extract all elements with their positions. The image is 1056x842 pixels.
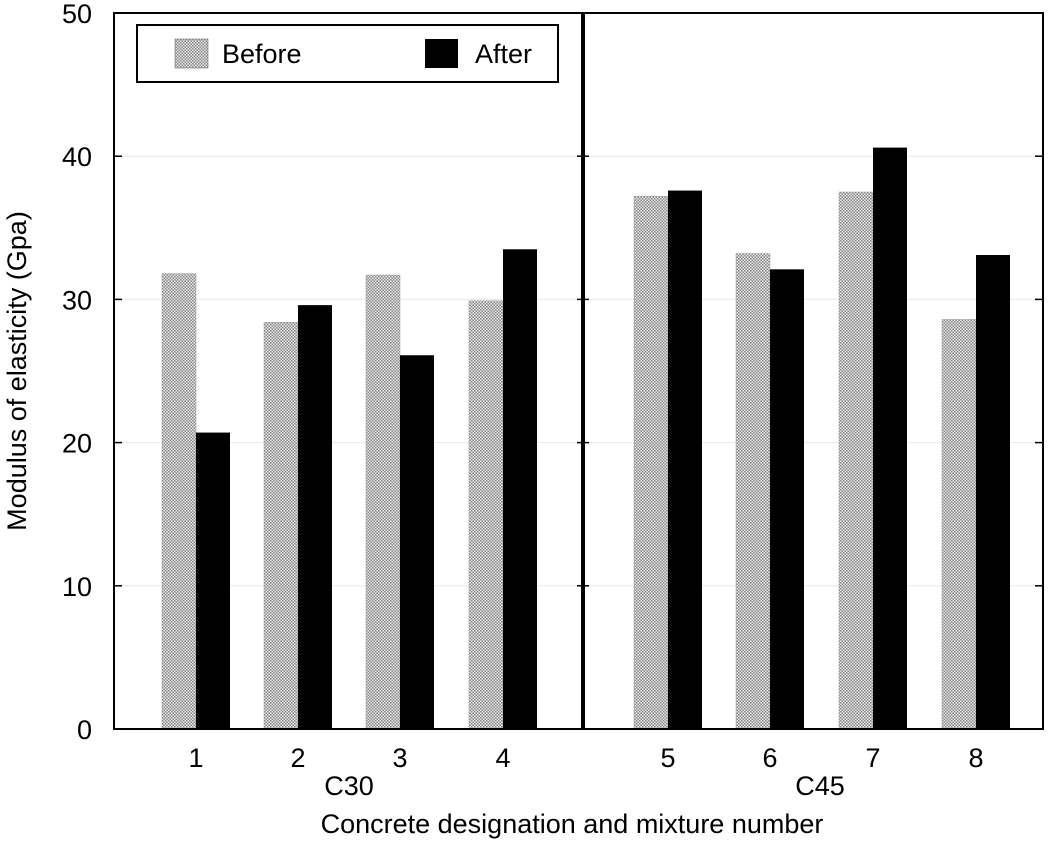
bar-after-7 [873, 147, 907, 729]
group-label-c45: C45 [795, 771, 845, 801]
legend-swatch-before [174, 38, 209, 69]
bar-before-3 [365, 274, 401, 730]
bar-before-1 [161, 273, 197, 730]
group-label-c30: C30 [324, 771, 374, 801]
y-tick-label: 20 [62, 429, 92, 459]
bar-before-4 [468, 300, 504, 730]
x-tick-label: 3 [392, 743, 407, 773]
bar-before-5 [633, 196, 669, 730]
y-tick-label: 10 [62, 572, 92, 602]
x-axis-title: Concrete designation and mixture number [321, 809, 824, 839]
x-tick-label: 2 [290, 743, 305, 773]
axis-ticks: 0 10 20 30 40 50 1 2 3 4 5 6 7 8 [62, 0, 1043, 773]
x-tick-label: 7 [865, 743, 880, 773]
legend: Before After [136, 24, 559, 83]
bar-after-4 [503, 249, 537, 729]
bar-after-6 [770, 269, 804, 729]
x-tick-label: 5 [660, 743, 675, 773]
bars [161, 147, 1010, 730]
legend-swatch-after [425, 39, 458, 68]
x-tick-label: 8 [968, 743, 983, 773]
bar-before-7 [838, 191, 874, 730]
legend-label-after: After [475, 39, 532, 69]
y-tick-label: 30 [62, 285, 92, 315]
bar-before-8 [941, 319, 977, 730]
y-tick-label: 40 [62, 142, 92, 172]
x-tick-label: 6 [762, 743, 777, 773]
bar-before-6 [735, 253, 771, 730]
bar-after-8 [976, 255, 1010, 729]
bar-after-2 [298, 305, 332, 729]
bar-before-2 [263, 322, 299, 730]
x-tick-label: 1 [188, 743, 203, 773]
bar-after-3 [400, 355, 434, 729]
x-tick-label: 4 [495, 743, 510, 773]
y-axis-title: Modulus of elasticity (Gpa) [2, 211, 32, 531]
y-tick-label: 0 [77, 715, 92, 745]
bar-after-1 [196, 432, 230, 729]
y-tick-label: 50 [62, 0, 92, 29]
legend-label-before: Before [222, 39, 302, 69]
bar-after-5 [668, 190, 702, 729]
